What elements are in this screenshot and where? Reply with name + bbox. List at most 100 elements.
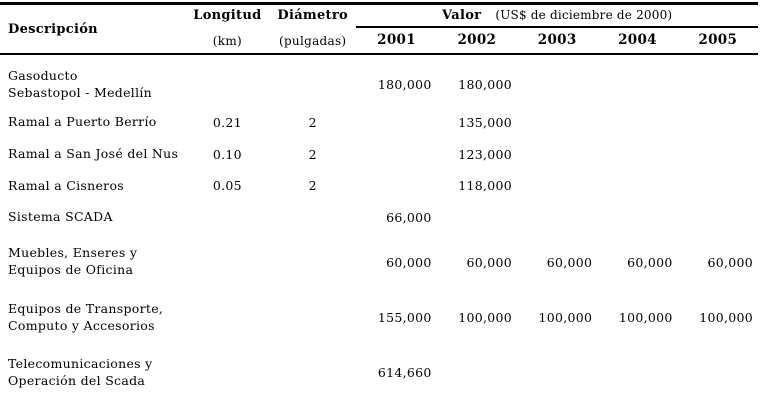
value-2003: 60,000 — [546, 254, 593, 270]
total-value-2005: 160,000 — [677, 395, 758, 405]
row-description: Muebles, Enseres y Equipos de Oficina — [8, 245, 138, 278]
diametro-value — [269, 54, 356, 106]
table-body: Gasoducto Sebastopol - Medellín 180,000 … — [0, 54, 758, 405]
value-2001 — [356, 106, 436, 138]
row-description: Gasoducto Sebastopol - Medellín — [8, 68, 153, 100]
value-2004: 100,000 — [618, 310, 673, 326]
total-value-2002: 716,000 — [436, 395, 517, 405]
value-2005 — [678, 106, 758, 138]
col-header-year-2001: 2001 — [356, 27, 437, 55]
longitud-value: 0.10 — [212, 146, 242, 162]
table-row-ramal-cisneros: Ramal a Cisneros 0.05 2 118,000 — [0, 170, 758, 202]
table-row-gasoducto: Gasoducto Sebastopol - Medellín 180,000 … — [0, 54, 758, 106]
col-header-longitud: Longitud — [193, 8, 262, 23]
row-description: Equipos de Transporte, Computo y Accesor… — [8, 301, 164, 333]
value-2005 — [678, 54, 758, 106]
value-2004 — [597, 106, 677, 138]
value-2003: 100,000 — [538, 310, 593, 326]
total-value-2004: 160,000 — [597, 395, 678, 405]
value-2002: 180,000 — [458, 77, 512, 93]
longitud-value: 0.05 — [212, 178, 242, 194]
table-row-ramal-san-jose: Ramal a San José del Nus 0.10 2 123,000 — [0, 138, 758, 170]
value-2004 — [597, 341, 677, 396]
value-2005: 60,000 — [707, 254, 753, 270]
value-2005 — [678, 201, 758, 233]
value-2002 — [437, 341, 517, 396]
table-row-muebles: Muebles, Enseres y Equipos de Oficina 60… — [0, 233, 758, 285]
longitud-unit-label: (km) — [185, 27, 270, 55]
col-group-valor: Valor (US$ de diciembre de 2000) — [356, 3, 758, 28]
header-row-1: Descripción Longitud Diámetro Valor (US$ … — [0, 3, 758, 55]
value-2004: 60,000 — [627, 254, 673, 270]
col-header-diametro: Diámetro — [277, 8, 348, 23]
diametro-value: 2 — [308, 178, 317, 194]
row-description: Ramal a San José del Nus — [8, 145, 179, 161]
value-2002: 135,000 — [458, 114, 512, 130]
value-2004 — [597, 170, 677, 202]
longitud-value — [186, 201, 269, 233]
table-header: Descripción Longitud Diámetro Valor (US$ … — [0, 3, 758, 55]
value-2002: 100,000 — [458, 310, 512, 326]
table-row-telecomunicaciones: Telecomunicaciones y Operación del Scada… — [0, 341, 758, 396]
value-2002: 118,000 — [458, 178, 512, 194]
total-value-2001: 1,075,660 — [356, 395, 437, 405]
diametro-value: 2 — [308, 146, 317, 162]
value-2003 — [517, 138, 597, 170]
value-2005 — [678, 341, 758, 396]
value-2002 — [437, 201, 517, 233]
diametro-value: 2 — [308, 114, 317, 130]
diametro-value — [269, 285, 356, 341]
value-2005: 100,000 — [699, 310, 753, 326]
value-2003 — [517, 341, 597, 396]
col-header-year-2002: 2002 — [436, 27, 517, 55]
col-header-year-2005: 2005 — [677, 27, 758, 55]
total-value-2003: 160,000 — [516, 395, 598, 405]
total-longitud — [185, 395, 270, 405]
header-row-2: (km) (pulgadas) 2001 2002 2003 2004 2005 — [0, 27, 758, 55]
value-2001: 180,000 — [377, 77, 432, 93]
value-2004 — [597, 138, 677, 170]
longitud-value — [186, 233, 269, 285]
valor-currency-note: (US$ de diciembre de 2000) — [495, 8, 673, 22]
longitud-value — [186, 341, 269, 396]
value-2003 — [517, 170, 597, 202]
row-description: Sistema SCADA — [8, 209, 113, 225]
value-2001 — [356, 138, 436, 170]
longitud-value — [186, 54, 269, 106]
diametro-value — [269, 233, 356, 285]
value-2001: 60,000 — [386, 254, 432, 270]
longitud-value: 0.21 — [212, 114, 242, 130]
diametro-value — [269, 341, 356, 396]
value-2001: 155,000 — [377, 310, 432, 326]
value-2004 — [597, 54, 677, 106]
total-diametro — [269, 395, 357, 405]
diametro-unit-label: (pulgadas) — [269, 27, 357, 55]
row-description: Telecomunicaciones y Operación del Scada — [8, 355, 153, 388]
value-2005 — [678, 138, 758, 170]
value-2005 — [678, 170, 758, 202]
value-2001: 66,000 — [386, 210, 432, 226]
longitud-value — [186, 285, 269, 341]
value-2001 — [356, 170, 436, 202]
table-row-ramal-puerto-berrio: Ramal a Puerto Berrío 0.21 2 135,000 — [0, 106, 758, 138]
col-header-year-2003: 2003 — [516, 27, 598, 55]
value-2001: 614,660 — [377, 365, 432, 381]
value-2003 — [517, 106, 597, 138]
value-2002: 123,000 — [458, 146, 512, 162]
value-2002: 60,000 — [466, 254, 512, 270]
value-2004 — [597, 201, 677, 233]
row-description: Ramal a Puerto Berrío — [8, 113, 157, 129]
value-2003 — [517, 54, 597, 106]
row-description: Ramal a Cisneros — [8, 177, 124, 193]
col-header-year-2004: 2004 — [597, 27, 678, 55]
table-row-equipos-transporte: Equipos de Transporte, Computo y Accesor… — [0, 285, 758, 341]
col-header-descripcion: Descripción — [0, 3, 186, 55]
total-label: TOTAL — [0, 395, 186, 405]
total-row: TOTAL 1,075,660 716,000 160,000 160,000 … — [0, 395, 758, 405]
diametro-value — [269, 201, 356, 233]
table-row-sistema-scada: Sistema SCADA 66,000 — [0, 201, 758, 233]
value-2003 — [517, 201, 597, 233]
valor-label: Valor — [442, 8, 482, 23]
